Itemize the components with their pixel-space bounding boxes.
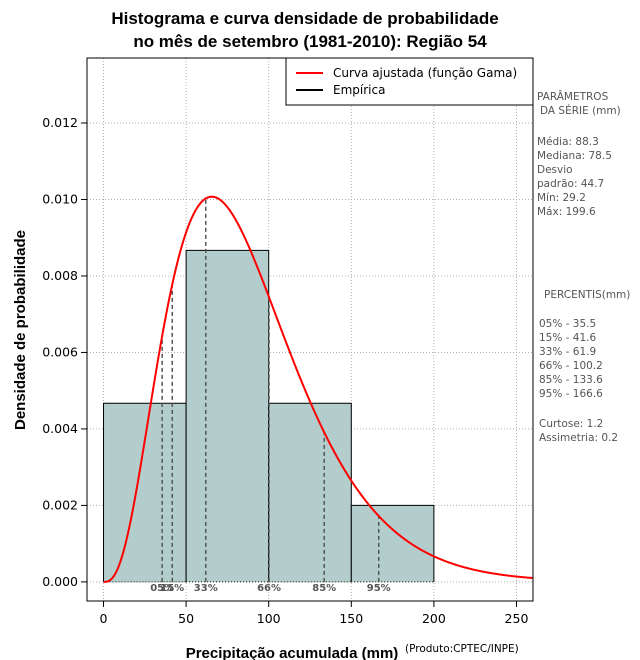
x-tick-label: 150 xyxy=(339,611,363,626)
histogram-bars xyxy=(103,249,435,583)
x-axis-label: Precipitação acumulada (mm) xyxy=(186,645,399,660)
params-title-1: PARÂMETROS xyxy=(537,90,609,103)
y-tick-label: 0.010 xyxy=(42,191,78,206)
percentil-33: 33% - 61.9 xyxy=(539,346,596,358)
histogram-bar xyxy=(268,403,352,582)
param-max: Máx: 199.6 xyxy=(537,206,596,218)
y-tick-label: 0.012 xyxy=(42,115,78,130)
legend-label-fit: Curva ajustada (função Gama) xyxy=(333,66,517,80)
percentil-66: 66% - 100.2 xyxy=(539,360,603,372)
credit-text: (Produto:CPTEC/INPE) xyxy=(405,643,519,655)
x-tick-label: 100 xyxy=(257,611,281,626)
percentil-95: 95% - 166.6 xyxy=(539,388,603,400)
percentis-title: PERCENTIS(mm) xyxy=(544,289,630,301)
param-desvio-1: Desvio xyxy=(537,164,573,176)
params-title-2: DA SÉRIE (mm) xyxy=(540,104,621,117)
percentile-label: 66% xyxy=(257,583,281,594)
y-tick-label: 0.008 xyxy=(42,268,78,283)
chart-title-line2: no mês de setembro (1981-2010): Região 5… xyxy=(133,32,487,51)
percentil-15: 15% - 41.6 xyxy=(539,332,597,344)
percentile-label: 33% xyxy=(194,583,218,594)
histogram-bar xyxy=(103,403,187,582)
x-axis: 0 50 100 150 200 250 xyxy=(100,600,529,626)
legend-label-empirical: Empírica xyxy=(333,83,385,97)
x-tick-label: 0 xyxy=(100,611,108,626)
y-tick-label: 0.004 xyxy=(42,421,78,436)
chart-title-line1: Histograma e curva densidade de probabil… xyxy=(111,9,498,28)
y-axis-label: Densidade de probabilidade xyxy=(12,230,29,430)
percentile-lines xyxy=(161,198,380,582)
series-parameters-panel: PARÂMETROS DA SÉRIE (mm) Média: 88.3 Med… xyxy=(537,90,630,444)
y-tick-label: 0.000 xyxy=(42,574,78,589)
percentile-label: 85% xyxy=(312,583,336,594)
percentil-05: 05% - 35.5 xyxy=(539,318,596,330)
y-tick-label: 0.002 xyxy=(42,497,78,512)
param-min: Mín: 29.2 xyxy=(537,192,586,204)
x-tick-label: 50 xyxy=(178,611,194,626)
legend-box xyxy=(285,57,534,106)
assimetria: Assimetria: 0.2 xyxy=(539,432,618,444)
param-media: Média: 88.3 xyxy=(537,136,599,148)
percentile-labels: 05%15% 33% 66% 85% 95% xyxy=(150,583,390,594)
x-tick-label: 200 xyxy=(422,611,446,626)
percentile-label: 15% xyxy=(160,583,184,594)
histogram-bar-outline xyxy=(350,504,435,582)
percentile-label: 95% xyxy=(367,583,391,594)
histogram-bar xyxy=(351,505,434,582)
y-tick-label: 0.006 xyxy=(42,344,78,359)
histogram-bar xyxy=(186,250,269,582)
legend: Curva ajustada (função Gama) Empírica xyxy=(285,57,534,106)
percentile-label: 05% xyxy=(150,583,174,594)
gamma-curve-group xyxy=(103,195,534,583)
y-axis: 0.000 0.002 0.004 0.006 0.008 0.010 0.012 xyxy=(42,115,88,589)
param-mediana: Mediana: 78.5 xyxy=(537,150,612,162)
gamma-curve xyxy=(103,195,534,583)
percentil-85: 85% - 133.6 xyxy=(539,374,603,386)
x-tick-label: 250 xyxy=(505,611,529,626)
curtose: Curtose: 1.2 xyxy=(539,418,603,430)
param-desvio-2: padrão: 44.7 xyxy=(537,178,604,190)
